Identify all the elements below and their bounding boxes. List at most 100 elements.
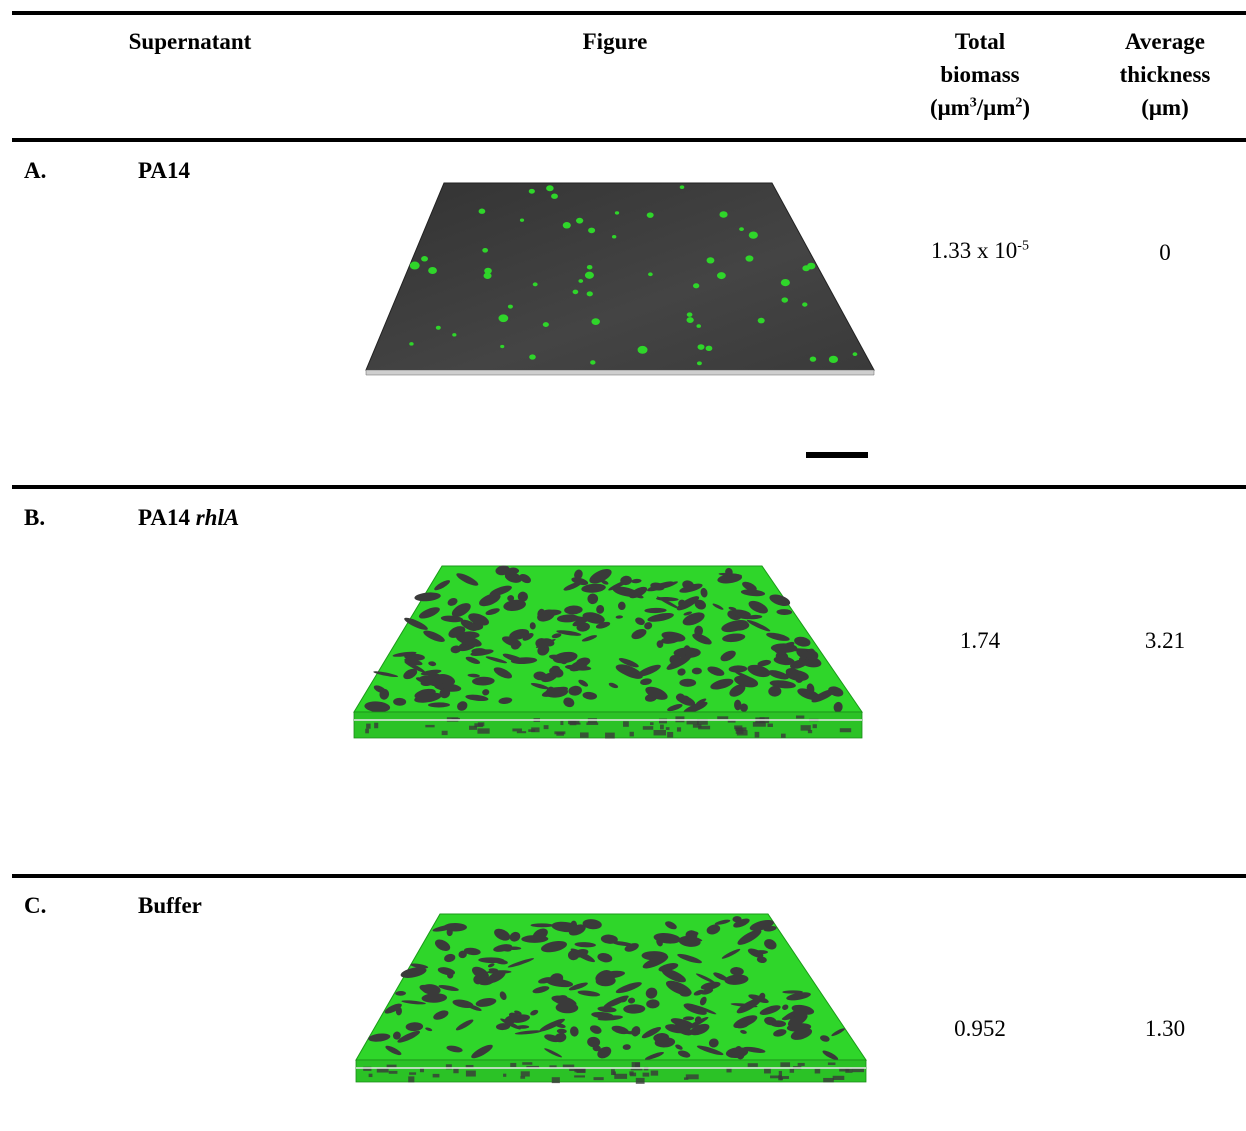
biofilm-gap bbox=[721, 948, 741, 959]
biofilm-gap bbox=[421, 993, 448, 1003]
biofilm-gap bbox=[678, 599, 686, 608]
bacterium-dot bbox=[748, 231, 758, 239]
biofilm-gap bbox=[734, 699, 742, 711]
bacterium-dot bbox=[452, 333, 457, 337]
biofilm-gap bbox=[438, 984, 459, 991]
biofilm-gap bbox=[564, 664, 592, 671]
biofilm-gap bbox=[446, 928, 453, 937]
biofilm-gap bbox=[679, 678, 697, 687]
biofilm-gap bbox=[677, 1050, 691, 1058]
biofilm-gap bbox=[725, 1047, 749, 1059]
biofilm-gap bbox=[455, 1019, 474, 1031]
bacterium-dot bbox=[551, 193, 558, 199]
biofilm-gap bbox=[752, 950, 768, 955]
bacterium-dot bbox=[532, 282, 538, 287]
biofilm-gap bbox=[568, 685, 582, 696]
biofilm-gap bbox=[695, 973, 716, 984]
row-a-name: PA14 bbox=[138, 158, 190, 184]
biofilm-gap bbox=[468, 613, 490, 626]
row-b-name-text: PA14 bbox=[138, 505, 196, 530]
biofilm-gap bbox=[769, 680, 796, 689]
biofilm-gap bbox=[428, 661, 437, 667]
edge-gap bbox=[516, 731, 527, 734]
biofilm-gap bbox=[475, 998, 497, 1007]
biofilm-gap bbox=[592, 1045, 601, 1052]
biofilm-gap bbox=[582, 919, 602, 930]
biofilm-gap bbox=[677, 668, 686, 676]
edge-gap bbox=[465, 1070, 476, 1077]
biofilm-gap bbox=[546, 686, 556, 697]
biofilm-gap bbox=[434, 939, 451, 951]
row-a-biomass-base: 1.33 x 10 bbox=[931, 238, 1018, 263]
biofilm-gap bbox=[563, 615, 572, 621]
edge-gap bbox=[764, 1067, 771, 1074]
row-b-thickness: 3.21 bbox=[1144, 628, 1186, 653]
biofilm-gap bbox=[530, 1009, 539, 1016]
biofilm-gap bbox=[617, 601, 626, 611]
biofilm-gap bbox=[457, 701, 468, 711]
bacterium-dot bbox=[409, 261, 420, 270]
biofilm-gap bbox=[556, 630, 582, 636]
bacterium-dot bbox=[646, 212, 654, 218]
bacterium-dot bbox=[739, 227, 744, 232]
row-b-name-italic: rhlA bbox=[195, 505, 240, 530]
biofilm-gap bbox=[656, 596, 679, 602]
header-bottom-rule bbox=[12, 138, 1246, 142]
edge-gap bbox=[612, 1071, 616, 1075]
bacterium-dot bbox=[648, 272, 653, 277]
biofilm-gap bbox=[500, 946, 512, 952]
biofilm-gap bbox=[647, 612, 674, 622]
biofilm-gap bbox=[522, 633, 534, 641]
biofilm-gap bbox=[623, 1004, 646, 1014]
bacteria-dots bbox=[409, 185, 858, 366]
biofilm-gap bbox=[450, 645, 462, 654]
biofilm-gap bbox=[502, 636, 522, 647]
biofilm-gap bbox=[740, 1029, 747, 1034]
biofilm-gap bbox=[446, 1045, 463, 1053]
bacterium-dot bbox=[586, 264, 593, 270]
bacterium-dot bbox=[498, 314, 509, 323]
biofilm-gap bbox=[568, 982, 588, 991]
edge-gap bbox=[827, 1062, 836, 1065]
row-c-biomass-base: 0.952 bbox=[954, 1016, 1006, 1041]
biofilm-gap bbox=[682, 612, 705, 626]
bacterium-dot bbox=[828, 355, 839, 364]
biofilm-gap bbox=[631, 578, 642, 584]
biofilm-gap bbox=[504, 571, 522, 583]
biofilm-gap bbox=[608, 682, 619, 689]
biofilm-gap bbox=[597, 1046, 612, 1059]
unit-part-a: (μm bbox=[929, 95, 970, 120]
row-b-name: PA14 rhlA bbox=[138, 505, 239, 531]
edge-gap bbox=[630, 1068, 643, 1071]
edge-gap bbox=[781, 733, 786, 738]
edge-gap bbox=[778, 1070, 783, 1077]
biofilm-gap bbox=[551, 921, 579, 933]
edge-gap bbox=[374, 722, 379, 729]
biofilm-gap bbox=[676, 693, 685, 702]
biofilm-gap bbox=[529, 622, 536, 630]
edge-gap bbox=[569, 1067, 577, 1071]
biofilm-gap bbox=[434, 580, 451, 591]
biofilm-gap bbox=[392, 1031, 401, 1040]
biofilm-gap bbox=[665, 921, 677, 930]
edge-gap bbox=[531, 727, 540, 733]
biofilm-gap bbox=[656, 640, 664, 648]
edge-gap bbox=[477, 722, 485, 727]
biofilm-gap bbox=[519, 574, 531, 584]
edge-gap bbox=[683, 1077, 689, 1080]
edge-gap bbox=[366, 723, 371, 729]
biofilm-gap bbox=[440, 615, 464, 623]
bacterium-dot bbox=[572, 289, 579, 295]
biofilm-gap bbox=[549, 654, 568, 662]
bacterium-dot bbox=[584, 271, 594, 279]
edge-gap bbox=[631, 1062, 641, 1068]
edge-gap bbox=[635, 1077, 645, 1084]
edge-gap bbox=[363, 1066, 372, 1071]
edge-gap bbox=[376, 1068, 389, 1073]
biofilm-gap bbox=[666, 655, 692, 670]
edge-gap bbox=[832, 1075, 845, 1080]
bacterium-dot bbox=[807, 262, 816, 270]
biofilm-gap bbox=[645, 686, 668, 700]
bacterium-dot bbox=[802, 302, 808, 307]
edge-gap bbox=[839, 728, 852, 733]
